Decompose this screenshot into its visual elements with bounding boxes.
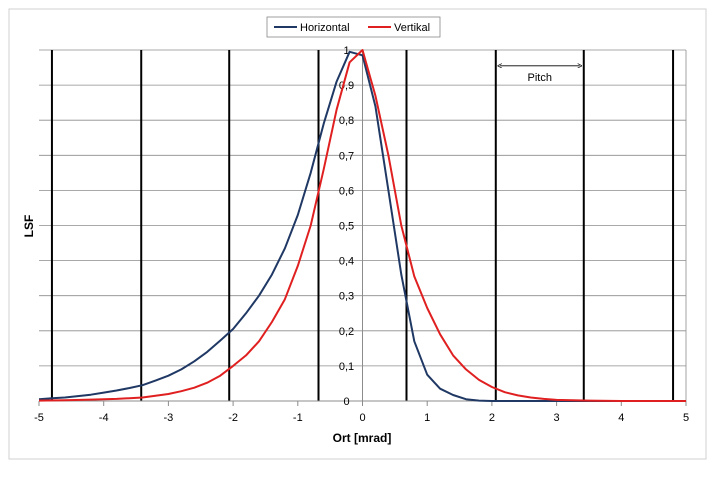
annotation-layer: Pitch	[500, 66, 580, 84]
legend-label-horizontal: Horizontal	[300, 22, 350, 34]
y-tick-label: 0,6	[339, 185, 354, 197]
x-tick-label: -3	[164, 412, 174, 424]
y-tick-label: 0	[343, 396, 349, 408]
y-tick-label: 0,1	[339, 361, 354, 373]
series-layer	[38, 49, 686, 402]
legend-box	[266, 16, 441, 38]
vertical-lines-layer	[50, 50, 675, 401]
pitch-label: Pitch	[528, 72, 552, 84]
y-tick-label: 0,5	[339, 221, 354, 233]
x-tick-label: -4	[99, 412, 109, 424]
y-tick-label: 1	[343, 45, 349, 57]
x-axis-title: Ort [mrad]	[333, 431, 392, 445]
x-tick-label: 2	[489, 412, 495, 424]
x-tick-label: 3	[554, 412, 560, 424]
legend: Horizontal Vertikal	[266, 16, 441, 38]
x-tick-label: 0	[359, 412, 365, 424]
chart-frame	[8, 8, 707, 460]
x-tick-label: 4	[618, 412, 624, 424]
series-line-vertikal	[38, 49, 686, 402]
x-tick-label: -1	[293, 412, 303, 424]
y-tick-label: 0,4	[339, 256, 354, 268]
y-tick-label: 0,7	[339, 150, 354, 162]
x-tick-label: 1	[424, 412, 430, 424]
x-tick-label: -5	[34, 412, 44, 424]
legend-label-vertikal: Vertikal	[394, 22, 430, 34]
x-tick-label: 5	[683, 412, 689, 424]
y-tick-label: 0,8	[339, 115, 354, 127]
y-tick-label: 0,3	[339, 291, 354, 303]
series-line-horizontal	[38, 50, 686, 402]
y-tick-label: 0,2	[339, 326, 354, 338]
x-tick-label: -2	[228, 412, 238, 424]
y-axis-title: LSF	[22, 215, 36, 238]
